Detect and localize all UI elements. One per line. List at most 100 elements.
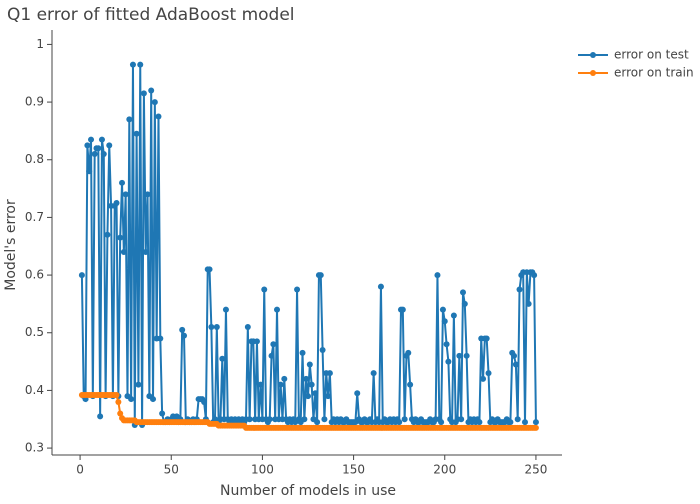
marker [128, 396, 135, 403]
marker [104, 231, 111, 238]
y-tick-label: 0.8 [25, 152, 44, 166]
marker [308, 381, 315, 388]
marker [113, 199, 120, 206]
marker [294, 286, 301, 293]
marker [401, 416, 408, 423]
marker [144, 191, 151, 198]
marker [270, 341, 277, 348]
marker [78, 272, 85, 279]
marker [253, 338, 260, 345]
x-tick-label: 0 [76, 463, 84, 477]
marker [208, 323, 215, 330]
chart-title: Q1 error of fitted AdaBoost model [7, 5, 295, 25]
marker [450, 312, 457, 319]
marker [441, 318, 448, 325]
marker [434, 272, 441, 279]
marker [514, 416, 521, 423]
x-tick-label: 200 [433, 463, 456, 477]
marker [319, 347, 326, 354]
marker [261, 286, 268, 293]
marker [133, 130, 140, 137]
marker [405, 349, 412, 356]
marker [525, 300, 532, 307]
marker [155, 113, 162, 120]
marker [306, 361, 313, 368]
marker [113, 392, 120, 399]
marker [445, 358, 452, 365]
x-tick-label: 100 [251, 463, 274, 477]
marker [458, 416, 465, 423]
marker [532, 419, 539, 426]
marker [516, 286, 523, 293]
marker [157, 335, 164, 342]
y-tick-label: 0.5 [25, 325, 44, 339]
marker [86, 168, 93, 175]
marker [407, 381, 414, 388]
line-0 [80, 64, 537, 426]
marker [222, 306, 229, 313]
marker [459, 289, 466, 296]
marker [117, 410, 124, 417]
marker [438, 419, 445, 426]
marker [213, 323, 220, 330]
marker [303, 375, 310, 382]
marker [274, 306, 281, 313]
marker [325, 393, 332, 400]
marker [305, 393, 312, 400]
marker [129, 61, 136, 68]
marker [126, 116, 133, 123]
marker [95, 145, 102, 152]
marker [97, 413, 104, 420]
marker [399, 306, 406, 313]
marker [115, 398, 122, 405]
marker [480, 375, 487, 382]
marker [321, 416, 328, 423]
y-axis-label: Model's error [3, 199, 19, 291]
marker [151, 99, 158, 106]
marker [159, 410, 166, 417]
marker [299, 349, 306, 356]
x-tick-label: 150 [342, 463, 365, 477]
marker [317, 272, 324, 279]
marker [461, 300, 468, 307]
marker [326, 370, 333, 377]
marker [84, 142, 91, 149]
legend-label: error on test [614, 48, 689, 62]
marker [88, 136, 95, 143]
marker [244, 323, 251, 330]
marker [443, 341, 450, 348]
marker [257, 381, 264, 388]
marker [98, 136, 105, 143]
y-tick-label: 1 [36, 37, 44, 51]
marker [511, 352, 518, 359]
marker [140, 90, 147, 97]
marker [354, 390, 361, 397]
marker [106, 142, 113, 149]
y-tick-label: 0.7 [25, 210, 44, 224]
y-tick-label: 0.6 [25, 268, 44, 282]
marker [476, 419, 483, 426]
marker [119, 179, 126, 186]
marker [301, 416, 308, 423]
marker [179, 326, 186, 333]
marker [483, 335, 490, 342]
marker [456, 352, 463, 359]
marker [439, 306, 446, 313]
marker [377, 283, 384, 290]
marker [312, 390, 319, 397]
marker [507, 419, 514, 426]
x-tick-label: 50 [164, 463, 179, 477]
marker [206, 266, 213, 273]
x-axis-label: Number of models in use [220, 483, 396, 499]
marker [148, 87, 155, 94]
marker [135, 381, 142, 388]
legend-marker [590, 70, 596, 76]
marker [266, 416, 273, 423]
marker [370, 370, 377, 377]
marker [314, 419, 321, 426]
marker [268, 352, 275, 359]
marker [219, 355, 226, 362]
y-tick-label: 0.3 [25, 441, 44, 455]
marker [246, 416, 253, 423]
marker [120, 249, 127, 256]
